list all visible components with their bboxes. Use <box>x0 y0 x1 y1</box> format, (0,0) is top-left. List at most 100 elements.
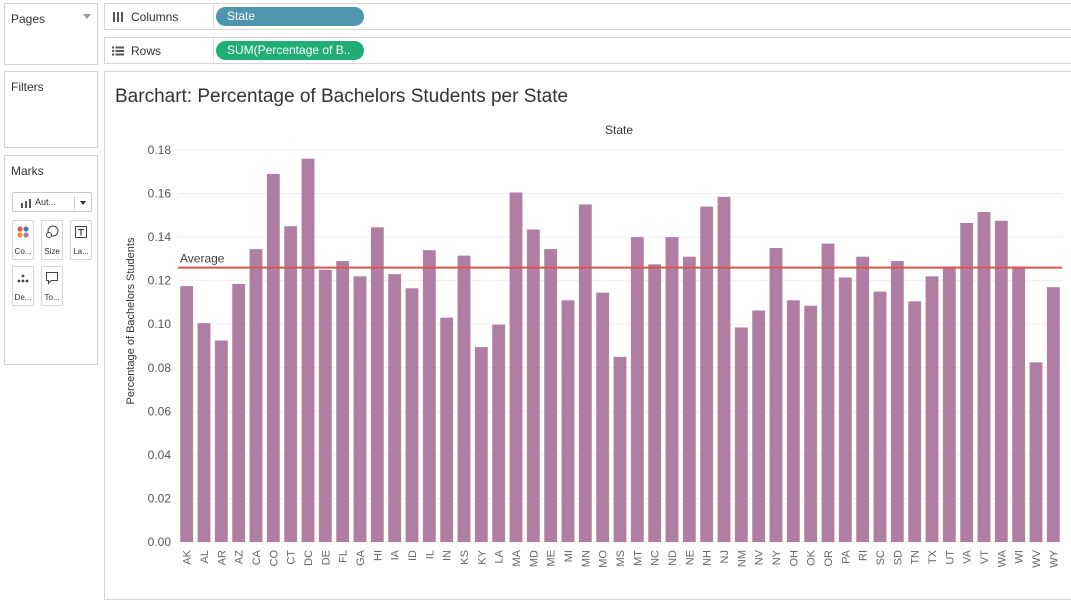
size-button[interactable]: Size <box>41 220 63 260</box>
x-tick-label: ID <box>407 550 419 561</box>
x-tick-label: MS <box>615 550 627 567</box>
bar-mo[interactable] <box>596 292 610 542</box>
bar-ga[interactable] <box>353 276 367 542</box>
bar-va[interactable] <box>960 222 974 542</box>
bar-hi[interactable] <box>370 227 384 543</box>
bar-nd[interactable] <box>665 237 679 542</box>
bar-vt[interactable] <box>977 212 991 543</box>
bar-ks[interactable] <box>457 255 471 542</box>
bar-wi[interactable] <box>1012 266 1026 542</box>
y-tick-label: 0.02 <box>148 491 172 505</box>
bar-nh[interactable] <box>700 206 714 542</box>
mark-type-select[interactable]: Aut... <box>12 192 92 212</box>
x-tick-label: LA <box>494 549 506 563</box>
y-tick-label: 0.06 <box>148 404 172 418</box>
bar-nj[interactable] <box>717 196 731 543</box>
bar-mi[interactable] <box>561 300 575 542</box>
bar-ri[interactable] <box>856 256 870 542</box>
tooltip-icon <box>46 272 58 285</box>
x-tick-label: MT <box>632 550 644 566</box>
detail-icon <box>17 274 29 283</box>
bar-mt[interactable] <box>630 237 644 542</box>
bar-or[interactable] <box>821 243 835 542</box>
bar-il[interactable] <box>422 250 436 542</box>
x-tick-label: DE <box>320 550 332 565</box>
bar-tn[interactable] <box>908 301 922 542</box>
x-tick-label: PA <box>840 549 852 564</box>
pages-card[interactable]: Pages <box>4 3 98 65</box>
label-button-label: La... <box>73 247 89 256</box>
measure-pill[interactable]: SUM(Percentage of B.. <box>216 41 364 60</box>
x-tick-label: MO <box>598 550 610 568</box>
bar-oh[interactable] <box>786 300 800 542</box>
color-button[interactable]: Co... <box>12 220 34 260</box>
x-axis-title: State <box>605 123 633 137</box>
bar-ky[interactable] <box>474 347 488 542</box>
bar-sc[interactable] <box>873 291 887 542</box>
bar-chart: State Percentage of Bachelors Students A… <box>125 123 1062 568</box>
bar-dc[interactable] <box>301 158 315 542</box>
bar-id[interactable] <box>405 288 419 542</box>
bar-nc[interactable] <box>648 264 662 542</box>
bar-la[interactable] <box>492 324 506 542</box>
x-tick-label: GA <box>355 549 367 566</box>
bar-nv[interactable] <box>752 310 766 542</box>
x-tick-label: AL <box>199 550 211 563</box>
bar-ma[interactable] <box>509 192 523 542</box>
x-tick-label: NH <box>702 550 714 566</box>
bar-wa[interactable] <box>994 220 1008 542</box>
bar-de[interactable] <box>318 269 332 542</box>
x-tick-label: MN <box>580 550 592 567</box>
rows-shelf[interactable]: Rows SUM(Percentage of B.. <box>104 37 1071 64</box>
bar-ut[interactable] <box>942 266 956 542</box>
x-tick-label: OH <box>788 550 800 567</box>
bar-ny[interactable] <box>769 248 783 542</box>
bar-co[interactable] <box>266 173 280 542</box>
bar-ak[interactable] <box>180 286 194 542</box>
filters-label: Filters <box>11 80 44 94</box>
label-button[interactable]: La... <box>70 220 92 260</box>
x-tick-label: CA <box>251 549 263 565</box>
x-tick-label: IN <box>442 550 454 561</box>
detail-button[interactable]: De... <box>12 266 34 306</box>
tooltip-button[interactable]: To... <box>41 266 63 306</box>
detail-button-label: De... <box>14 293 32 302</box>
bar-ne[interactable] <box>682 256 696 542</box>
bar-fl[interactable] <box>336 261 350 542</box>
bar-me[interactable] <box>544 249 558 543</box>
state-pill[interactable]: State <box>216 7 364 26</box>
bar-wy[interactable] <box>1046 287 1060 542</box>
bar-ms[interactable] <box>613 356 627 542</box>
bar-az[interactable] <box>232 283 246 542</box>
bar-pa[interactable] <box>838 277 852 542</box>
x-tick-label: NC <box>650 550 662 566</box>
x-tick-label: WY <box>1048 549 1060 567</box>
bar-mn[interactable] <box>578 204 592 542</box>
y-tick-label: 0.04 <box>148 448 172 462</box>
bar-ia[interactable] <box>388 274 402 542</box>
x-tick-label: AZ <box>234 550 246 564</box>
chevron-down-icon[interactable] <box>80 201 86 205</box>
y-axis-ticks: 0.00 0.02 0.04 0.06 0.08 0.10 0.12 0.14 0.16 0.18 <box>148 143 172 549</box>
x-tick-label: SD <box>892 550 904 565</box>
bar-ok[interactable] <box>804 305 818 542</box>
bar-in[interactable] <box>440 317 454 542</box>
bar-ar[interactable] <box>214 340 228 542</box>
x-tick-label: TX <box>927 549 939 564</box>
x-tick-label: HI <box>372 550 384 561</box>
x-tick-label: CT <box>286 550 298 565</box>
bar-md[interactable] <box>526 229 540 542</box>
bar-al[interactable] <box>197 323 211 542</box>
bar-tx[interactable] <box>925 276 939 542</box>
pages-dropdown-icon[interactable] <box>83 14 91 19</box>
filters-card[interactable]: Filters <box>4 71 98 148</box>
bar-nm[interactable] <box>734 327 748 542</box>
y-axis-title: Percentage of Bachelors Students <box>125 237 137 404</box>
y-tick-label: 0.14 <box>148 230 172 244</box>
bar-wv[interactable] <box>1029 362 1043 542</box>
columns-shelf[interactable]: Columns State <box>104 3 1071 30</box>
y-tick-label: 0.18 <box>148 143 172 157</box>
bar-ca[interactable] <box>249 249 263 543</box>
bar-ct[interactable] <box>284 226 298 542</box>
bar-sd[interactable] <box>890 261 904 542</box>
